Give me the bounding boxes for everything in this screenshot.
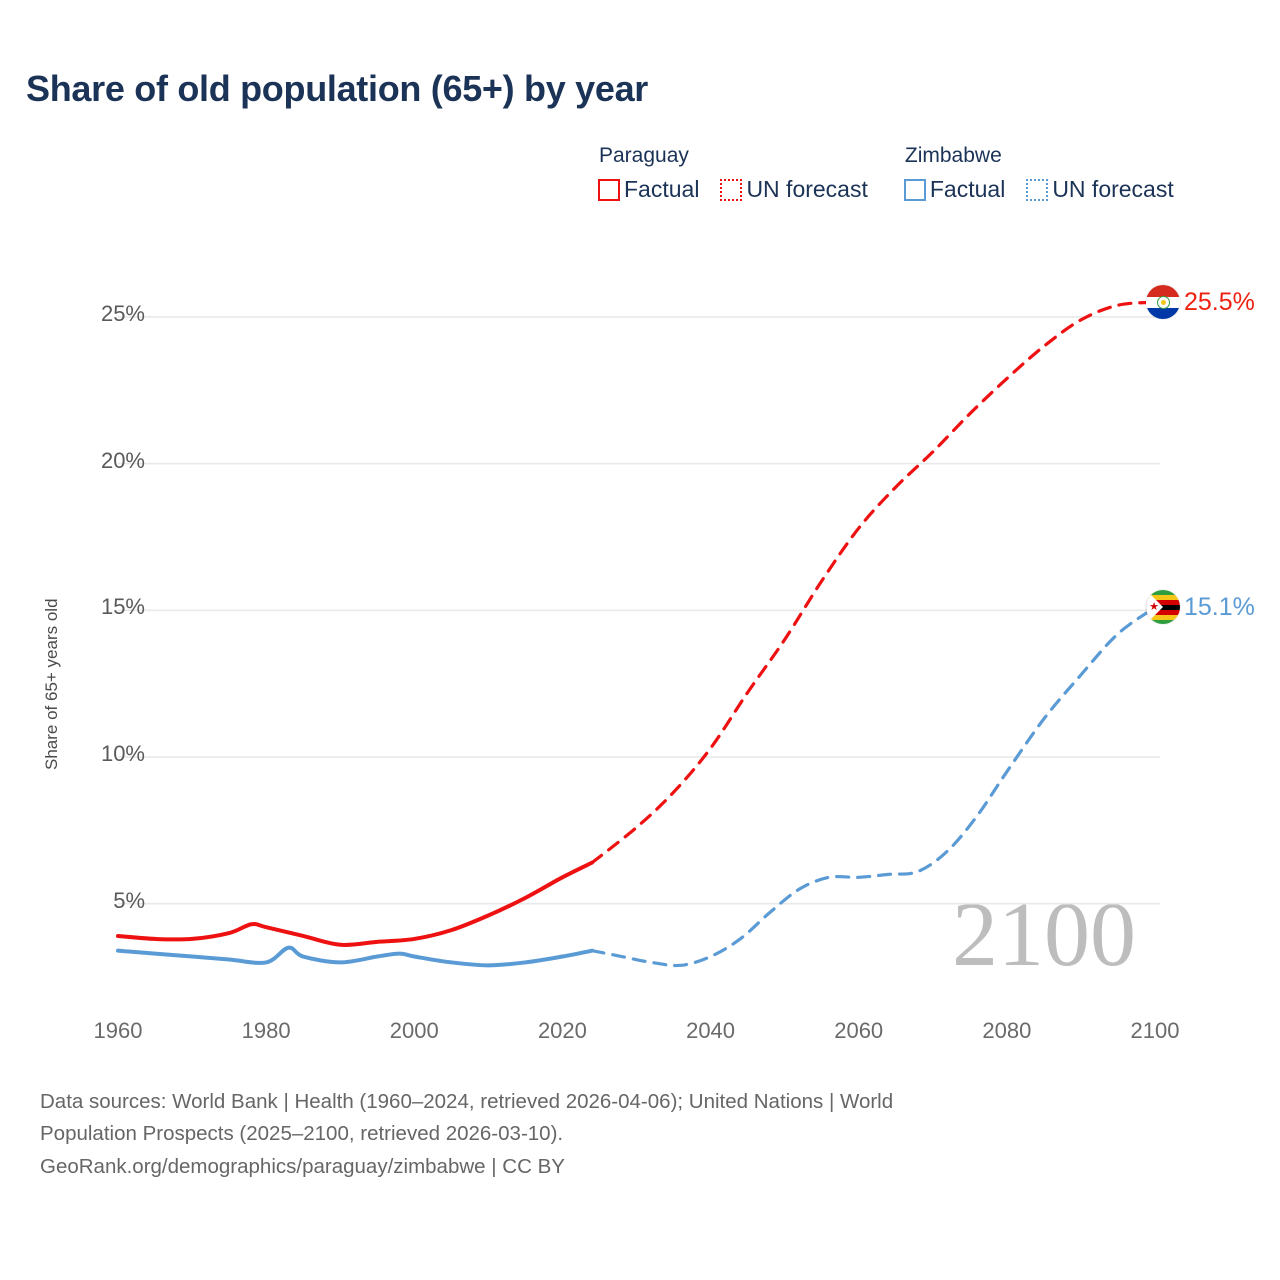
legend-swatch-dotted-red (720, 178, 743, 201)
legend-item-paraguay-factual[interactable]: Factual (598, 176, 699, 203)
legend-country-paraguay: Paraguay (599, 144, 689, 167)
legend-item-zimbabwe-factual[interactable]: Factual (903, 176, 1006, 203)
legend-label-paraguay-factual: Factual (624, 176, 700, 202)
y-tick-label: 20% (100, 447, 145, 473)
end-value-zimbabwe: 15.1% (1184, 592, 1255, 621)
page-title: Share of old population (65+) by year (26, 68, 649, 109)
end-label-zimbabwe: ★ 15.1% (1146, 590, 1255, 625)
y-tick-label: 5% (113, 887, 145, 913)
y-tick-label: 10% (100, 741, 145, 767)
legend-group-zimbabwe: Zimbabwe Factual UN forecast (903, 144, 1174, 203)
chart-footer: Data sources: World Bank | Health (1960–… (40, 1086, 1220, 1183)
footer-line-2: Population Prospects (2025–2100, retriev… (40, 1122, 564, 1146)
series-line-zimbabwe-forecast (590, 605, 1157, 968)
chart-plot-area: Share of 65+ years old 2100 5% 10% 15% 20% 2… (42, 285, 1255, 1043)
paraguay-flag-icon (1146, 285, 1180, 320)
y-tick-label: 15% (100, 594, 145, 620)
end-label-paraguay: 25.5% (1146, 285, 1255, 320)
chart-gridlines (118, 316, 1160, 905)
series-line-paraguay-factual (116, 860, 595, 947)
x-tick-label: 2060 (834, 1018, 884, 1043)
legend-swatch-solid-red (598, 178, 620, 201)
x-tick-label: 2020 (537, 1018, 587, 1043)
legend-label-paraguay-forecast: UN forecast (746, 176, 868, 202)
legend-swatch-solid-blue (903, 178, 926, 201)
x-tick-label: 2040 (686, 1018, 736, 1043)
x-tick-label: 2000 (389, 1018, 439, 1043)
legend-label-zimbabwe-forecast: UN forecast (1052, 176, 1174, 202)
legend-group-paraguay: Paraguay Factual UN forecast (598, 144, 868, 203)
legend-label-zimbabwe-factual: Factual (929, 176, 1006, 202)
chart-series (116, 300, 1157, 968)
chart-canvas (116, 300, 1160, 968)
chart-legend: Paraguay Factual UN forecast Zimbabwe Fa… (598, 144, 1174, 203)
series-line-zimbabwe-factual (116, 945, 595, 968)
footer-line-3[interactable]: GeoRank.org/demographics/paraguay/zimbab… (40, 1154, 565, 1178)
x-tick-label: 1960 (93, 1018, 143, 1043)
series-line-paraguay-forecast (590, 300, 1157, 865)
end-value-paraguay: 25.5% (1184, 287, 1255, 316)
footer-line-1: Data sources: World Bank | Health (1960–… (40, 1090, 894, 1113)
zimbabwe-flag-icon: ★ (1146, 590, 1180, 625)
legend-swatch-dotted-blue (1026, 178, 1049, 201)
x-tick-label: 2080 (982, 1018, 1032, 1043)
legend-item-paraguay-forecast[interactable]: UN forecast (720, 176, 868, 203)
x-tick-label: 2100 (1130, 1018, 1180, 1043)
legend-item-zimbabwe-forecast[interactable]: UN forecast (1026, 176, 1174, 203)
legend-country-zimbabwe: Zimbabwe (904, 144, 1002, 167)
x-tick-label: 1980 (241, 1018, 291, 1043)
y-tick-label: 25% (100, 300, 145, 326)
